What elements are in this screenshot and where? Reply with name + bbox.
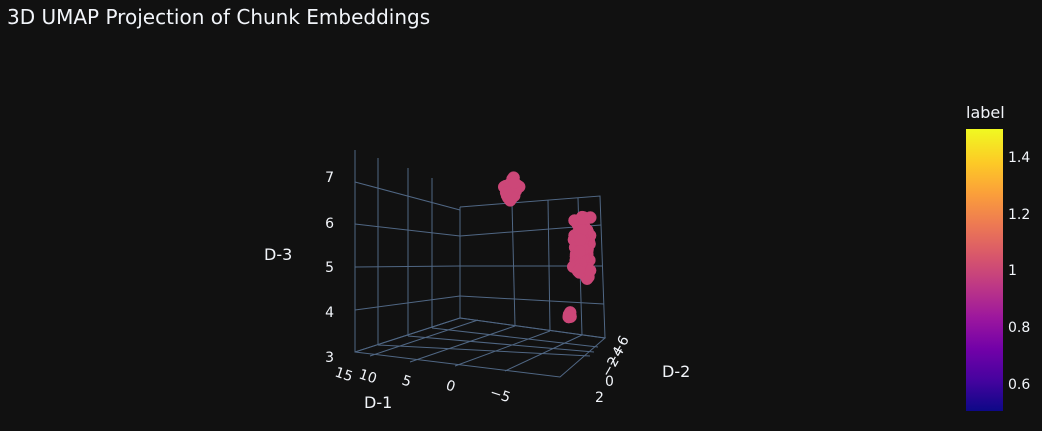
y-axis-title: D-2	[662, 362, 690, 381]
wall-right-grid	[459, 295, 605, 305]
z-axis: 7 6 5 4 3 D-3	[264, 170, 334, 366]
wall-left-grid	[354, 181, 461, 211]
z-tick-label: 3	[325, 350, 334, 366]
colorbar-title: label	[966, 103, 1005, 122]
x-tick-label: 10	[357, 367, 379, 388]
colorbar-tick-label: 0.8	[1008, 320, 1030, 336]
wall-left-grid	[354, 295, 461, 311]
wall-left-grid	[354, 265, 461, 268]
wall-right-grid	[511, 202, 516, 327]
colorbar[interactable]: label 1.4 1.2 1 0.8 0.6	[966, 103, 1030, 411]
floor-grid	[409, 325, 516, 363]
floor-grid	[369, 319, 479, 357]
z-tick-label: 6	[325, 216, 334, 232]
z-tick-label: 4	[325, 305, 334, 321]
floor-outline	[354, 317, 607, 378]
floor-grid	[407, 335, 595, 353]
y-axis: −6 −4 −2 0 2 D-2	[595, 333, 690, 406]
scatter-point[interactable]	[571, 264, 585, 278]
x-tick-label: −5	[488, 385, 513, 407]
floor-grid	[431, 327, 599, 348]
x-tick-label: 5	[400, 373, 413, 391]
z-tick-label: 5	[325, 260, 334, 276]
z-axis-title: D-3	[264, 245, 292, 264]
colorbar-tick-label: 1.4	[1008, 150, 1030, 166]
z-tick-label: 7	[325, 170, 334, 186]
wall-left-grid	[354, 223, 461, 237]
colorbar-tick-label: 1	[1008, 263, 1017, 279]
x-axis: 15 10 5 0 −5 D-1	[333, 365, 513, 412]
colorbar-tick-label: 0.6	[1008, 377, 1030, 393]
floor-grid	[377, 344, 591, 357]
scatter-point[interactable]	[574, 233, 587, 247]
floor-grid	[504, 334, 583, 372]
y-tick-label: 2	[595, 390, 604, 406]
colorbar-gradient	[966, 129, 1003, 411]
x-tick-label: 0	[444, 378, 457, 396]
scatter-point[interactable]	[573, 244, 586, 258]
scatter-point[interactable]	[562, 309, 576, 323]
scatter-point[interactable]	[499, 186, 513, 199]
y-tick-label: 0	[605, 374, 614, 390]
scatter-points[interactable]	[497, 171, 597, 324]
scatter-point[interactable]	[508, 176, 521, 189]
x-axis-title: D-1	[364, 393, 392, 412]
floor-grid	[454, 330, 551, 367]
x-tick-label: 15	[333, 365, 355, 386]
chart-title: 3D UMAP Projection of Chunk Embeddings	[7, 5, 431, 29]
scene-grid	[354, 150, 607, 378]
colorbar-tick-label: 1.2	[1008, 207, 1030, 223]
